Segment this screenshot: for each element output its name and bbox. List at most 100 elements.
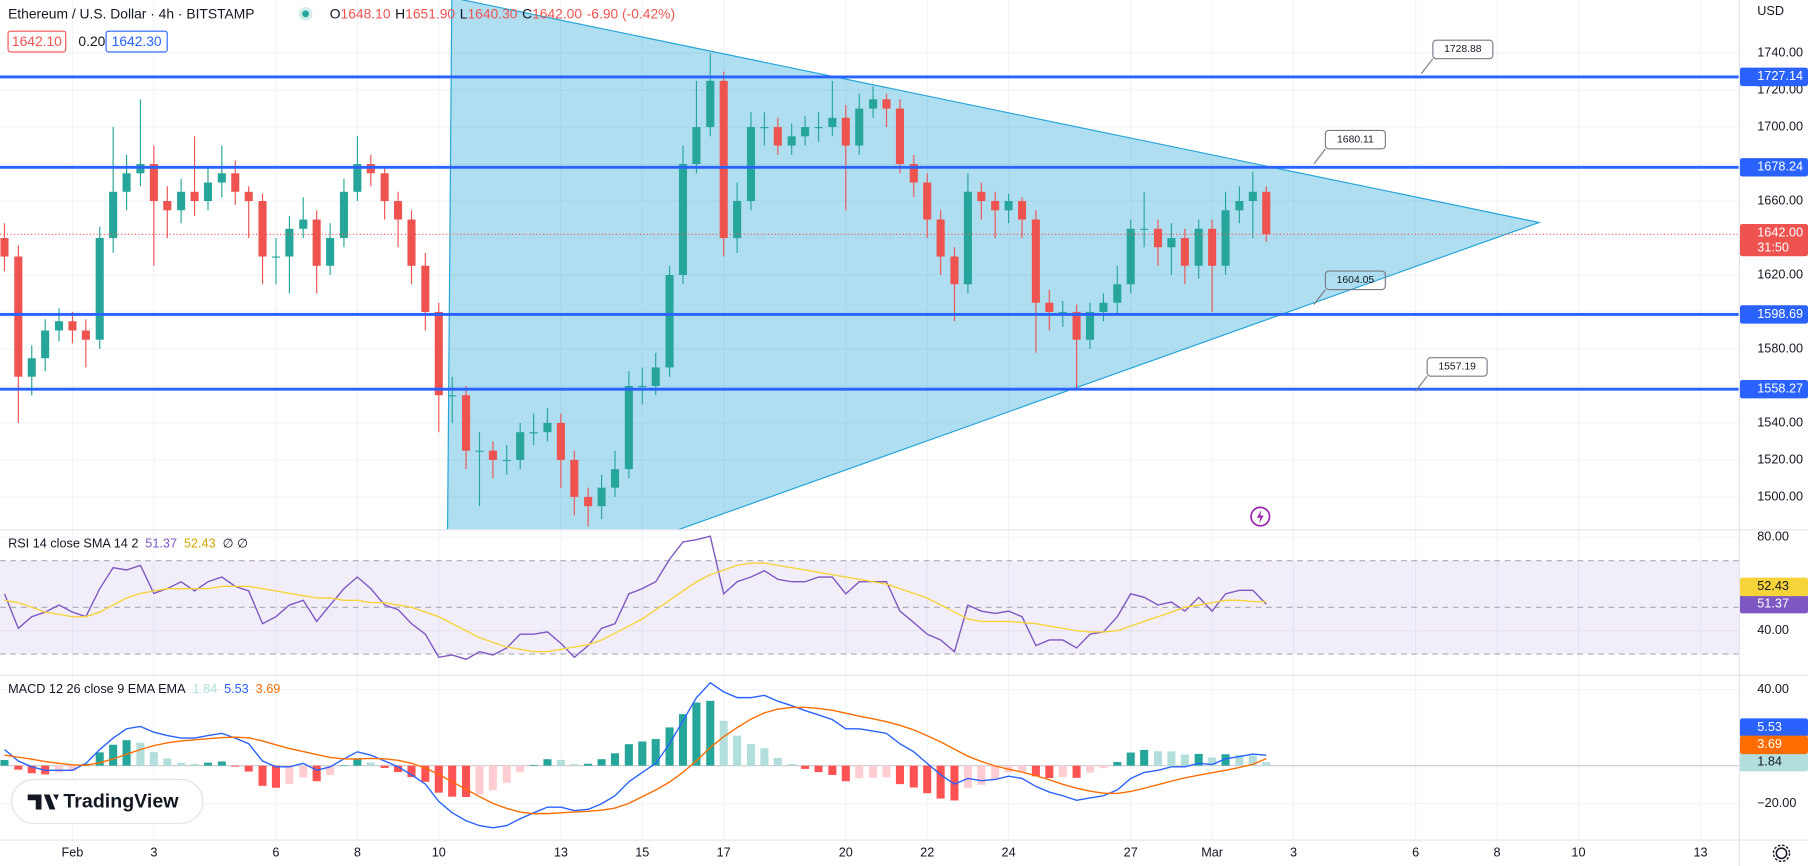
candle-body: [353, 164, 362, 192]
axis-value-label: 1727.14: [1757, 69, 1803, 83]
candle-body: [963, 191, 972, 285]
candle-body: [1099, 302, 1108, 312]
histogram-bar: [122, 740, 131, 766]
candle-body: [339, 191, 348, 239]
candle-body: [882, 99, 891, 109]
settings-icon[interactable]: [1772, 844, 1791, 863]
candle-body: [543, 422, 552, 433]
candle-body: [434, 311, 443, 396]
histogram-bar: [733, 735, 742, 766]
x-tick-label: Mar: [1201, 846, 1224, 860]
histogram-bar: [109, 744, 118, 766]
axis-value-box: [1739, 305, 1808, 324]
histogram-bar: [136, 742, 145, 766]
candle-body: [502, 459, 511, 462]
market-status-dot[interactable]: [302, 10, 310, 18]
candle-body: [462, 395, 471, 451]
histogram-bar: [1072, 765, 1081, 778]
candle-body: [597, 487, 606, 507]
candle-body: [1140, 228, 1149, 230]
candle-body: [258, 201, 267, 257]
histogram-bar: [570, 764, 579, 766]
histogram-bar: [719, 720, 728, 766]
histogram-bar: [828, 765, 837, 775]
candle-body: [1153, 228, 1163, 248]
bid-box[interactable]: [7, 30, 67, 53]
histogram-bar: [746, 744, 755, 766]
histogram-bar: [231, 765, 240, 767]
legend-value: 1.84: [192, 682, 217, 696]
histogram-bar: [434, 765, 443, 793]
histogram-bar: [312, 765, 321, 782]
candle-body: [203, 182, 213, 202]
y-tick-label: −20.00: [1757, 796, 1796, 810]
histogram-bar: [1140, 749, 1149, 766]
histogram-bar: [14, 765, 23, 770]
x-tick-label: 3: [150, 846, 157, 860]
candle-body: [407, 219, 416, 266]
histogram-bar: [610, 753, 620, 766]
callout-label: 1728.88: [1444, 44, 1482, 55]
indicator-line: [4, 562, 1267, 653]
candle-body: [488, 450, 497, 460]
y-tick-label: 1620.00: [1757, 267, 1803, 281]
histogram-bar: [0, 759, 9, 766]
currency-label: USD: [1757, 4, 1784, 18]
legend-na: ∅ ∅: [223, 537, 249, 551]
rsi-band: [0, 560, 1739, 655]
candle-body: [1248, 191, 1257, 202]
axis-value-label: 1558.27: [1757, 382, 1803, 396]
histogram-bar: [1085, 765, 1095, 773]
candle-body: [448, 395, 457, 397]
last-price-box: [1739, 223, 1808, 257]
bid-price: 1642.10: [12, 33, 62, 49]
candle-body: [1221, 210, 1230, 266]
histogram-bar: [1099, 765, 1108, 769]
axis-value-box: [1739, 577, 1808, 597]
histogram-bar: [462, 765, 471, 798]
legend-value: 3.69: [256, 682, 281, 696]
candle-body: [1045, 302, 1054, 312]
candle-body: [570, 459, 579, 497]
candle-body: [936, 219, 945, 257]
candle-body: [814, 127, 823, 129]
alert-icon[interactable]: [1250, 506, 1271, 527]
histogram-bar: [1248, 755, 1257, 766]
background-layer: [0, 0, 1739, 840]
axis-value-box: [1739, 67, 1808, 87]
histogram-bar: [1045, 765, 1054, 779]
histogram-bar: [244, 765, 253, 772]
logo-icon: [27, 794, 59, 810]
histogram-bar: [394, 765, 403, 773]
histogram-bar: [991, 765, 1000, 780]
candle-body: [841, 117, 850, 146]
candle-body: [584, 496, 593, 507]
y-tick-label: 40.00: [1757, 623, 1789, 637]
histogram-bar: [787, 763, 796, 766]
logo[interactable]: TradingView: [10, 778, 204, 824]
histogram-bar: [380, 765, 389, 768]
candle-body: [787, 136, 796, 146]
histogram-bar: [68, 765, 77, 771]
ask-box[interactable]: [105, 30, 168, 53]
histogram-bar: [692, 702, 701, 766]
legend-value: 51.37: [145, 537, 177, 551]
logo-badge[interactable]: [10, 778, 204, 824]
candle-body: [1031, 219, 1040, 303]
candle-body: [14, 256, 23, 377]
candle-body: [516, 432, 525, 460]
indicator-pane: [0, 535, 1739, 661]
y-tick-label: 1520.00: [1757, 452, 1803, 466]
histogram-bar: [801, 765, 810, 769]
candle-body: [895, 108, 904, 165]
x-tick-label: 6: [1412, 846, 1419, 860]
candle-body: [719, 80, 728, 239]
candle-body: [68, 321, 77, 331]
candle-body: [1208, 228, 1217, 266]
candle-body: [991, 201, 1000, 211]
candle-body: [692, 127, 701, 165]
legend-value: 5.53: [224, 682, 249, 696]
candle-body: [1085, 311, 1095, 340]
candle-body: [1113, 284, 1122, 303]
